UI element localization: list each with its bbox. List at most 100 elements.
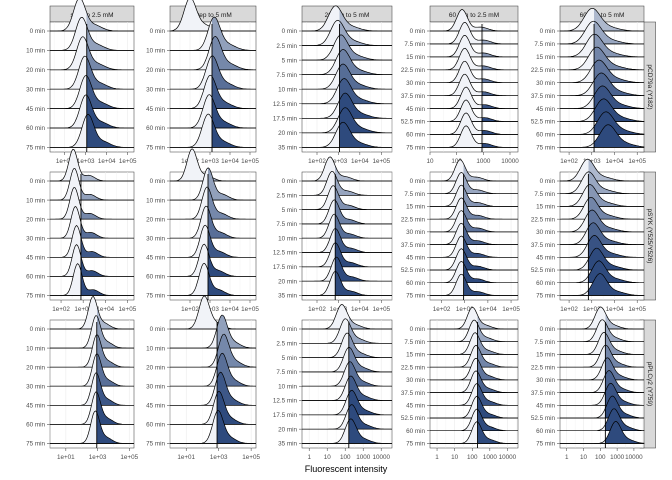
y-tick-label: 75 min [536,145,555,152]
y-tick-label: 0 min [282,326,298,333]
y-tick-label: 15 min [406,54,425,61]
y-tick-label: 75 min [406,293,425,300]
y-tick-label: 22.5 min [531,364,556,371]
y-tick-label: 45 min [146,255,165,262]
y-tick-label: 75 min [146,441,165,448]
x-axis-title: Fluorescent intensity [305,464,388,474]
y-tick-label: 37.5 min [401,390,426,397]
x-tick-label: 100 [595,454,606,461]
y-tick-label: 37.5 min [531,93,556,100]
y-tick-label: 60 min [536,132,555,139]
y-tick-label: 35 min [278,293,297,300]
x-tick-label: 10 [324,454,332,461]
x-tick-label: 1e+03 [210,454,228,461]
y-tick-label: 15 min [406,352,425,359]
x-tick-label: 1e+01 [57,454,75,461]
y-tick-label: 30 min [406,377,425,384]
y-tick-label: 52.5 min [531,415,556,422]
y-tick-label: 45 min [26,255,45,262]
ridgeline-panel: 0 min 7.5 min 15 min 22.5 min 30 min 37.5 min… [531,158,647,313]
y-tick-label: 20 min [278,278,297,285]
row-strip-label: pSYK (Y525/Y526) [646,209,653,264]
x-tick-label: 1e+02 [308,158,326,165]
x-tick-label: 1 [565,454,569,461]
y-tick-label: 60 min [146,274,165,281]
x-tick-label: 1e+03 [201,158,219,165]
ridgeline-panel: 0 min 2.5 min 5 min 7.5 min 10 min 12.5 min 17… [273,156,393,313]
y-tick-label: 7.5 min [534,41,555,48]
y-tick-label: 10 min [26,48,45,55]
x-tick-label: 1e+02 [52,306,70,313]
x-tick-label: 1e+04 [98,158,116,165]
y-tick-label: 30 min [406,229,425,236]
x-tick-label: 1e+04 [221,306,239,313]
ridgeline-panel: 0 min 2.5 min 5 min 7.5 min 10 min 12.5 min 17… [273,304,393,461]
x-tick-label: 100 [467,454,478,461]
x-tick-label: 1e+03 [77,158,95,165]
y-tick-label: 60 min [406,428,425,435]
y-tick-label: 30 min [26,86,45,93]
x-tick-label: 1e+05 [242,454,260,461]
x-tick-label: 1e+03 [583,158,601,165]
y-tick-label: 60 min [26,422,45,429]
ridge-density [560,46,644,71]
y-tick-label: 15 min [406,204,425,211]
y-tick-label: 22.5 min [401,364,426,371]
y-tick-label: 17.5 min [273,116,298,123]
y-tick-label: 60 min [536,280,555,287]
y-tick-label: 45 min [26,106,45,113]
x-tick-label: 10000 [625,454,643,461]
y-tick-label: 35 min [278,145,297,152]
y-tick-label: 7.5 min [276,221,297,228]
x-tick-label: 1e+04 [606,158,624,165]
y-tick-label: 30 min [26,383,45,390]
x-tick-label: 1e+02 [181,306,199,313]
y-tick-label: 0 min [540,178,556,185]
y-tick-label: 60 min [536,428,555,435]
y-tick-label: 15 min [536,204,555,211]
ridgeline-panel: 0 min 10 min 20 min 30 min 45 min 60 min 75 mi… [146,148,259,313]
y-tick-label: 45 min [146,106,165,113]
x-tick-label: 1e+03 [89,454,107,461]
x-tick-label: 1e+04 [351,158,369,165]
x-tick-label: 1e+04 [351,306,369,313]
x-tick-label: 10000 [372,454,390,461]
x-tick-label: 1e+04 [221,158,239,165]
x-tick-label: 1e+03 [74,306,92,313]
x-tick-label: 100 [340,454,351,461]
y-tick-label: 75 min [146,293,165,300]
y-tick-label: 60 min [146,125,165,132]
y-tick-label: 75 min [536,441,555,448]
y-tick-label: 10 min [146,345,165,352]
y-tick-label: 7.5 min [534,339,555,346]
x-tick-label: 1e+05 [628,306,646,313]
y-tick-label: 30 min [536,229,555,236]
y-tick-label: 20 min [26,364,45,371]
y-tick-label: 30 min [146,86,165,93]
x-tick-label: 1e+05 [241,158,259,165]
y-tick-label: 60 min [406,280,425,287]
y-tick-label: 45 min [536,403,555,410]
y-tick-label: 52.5 min [401,415,426,422]
y-tick-label: 45 min [406,255,425,262]
y-tick-label: 37.5 min [401,93,426,100]
y-tick-label: 52.5 min [531,119,556,126]
y-tick-label: 20 min [146,216,165,223]
y-tick-label: 22.5 min [401,216,426,223]
y-tick-label: 10 min [278,86,297,93]
y-tick-label: 75 min [26,441,45,448]
y-tick-label: 0 min [282,178,298,185]
x-tick-label: 1e+02 [56,158,74,165]
y-tick-label: 75 min [26,145,45,152]
y-tick-label: 10 min [146,48,165,55]
y-tick-label: 2.5 min [276,341,297,348]
x-tick-label: 1 [307,454,311,461]
ridgeline-panel: 0 min 10 min 20 min 30 min 45 min 60 min 75 mi… [26,295,139,461]
row-strip-label: pCD79a (Y182) [646,64,653,109]
x-tick-label: 1e+04 [96,306,114,313]
y-tick-label: 10 min [278,383,297,390]
y-tick-label: 7.5 min [276,72,297,79]
x-tick-label: 1e+02 [560,158,578,165]
y-tick-label: 75 min [406,145,425,152]
y-tick-label: 75 min [146,145,165,152]
